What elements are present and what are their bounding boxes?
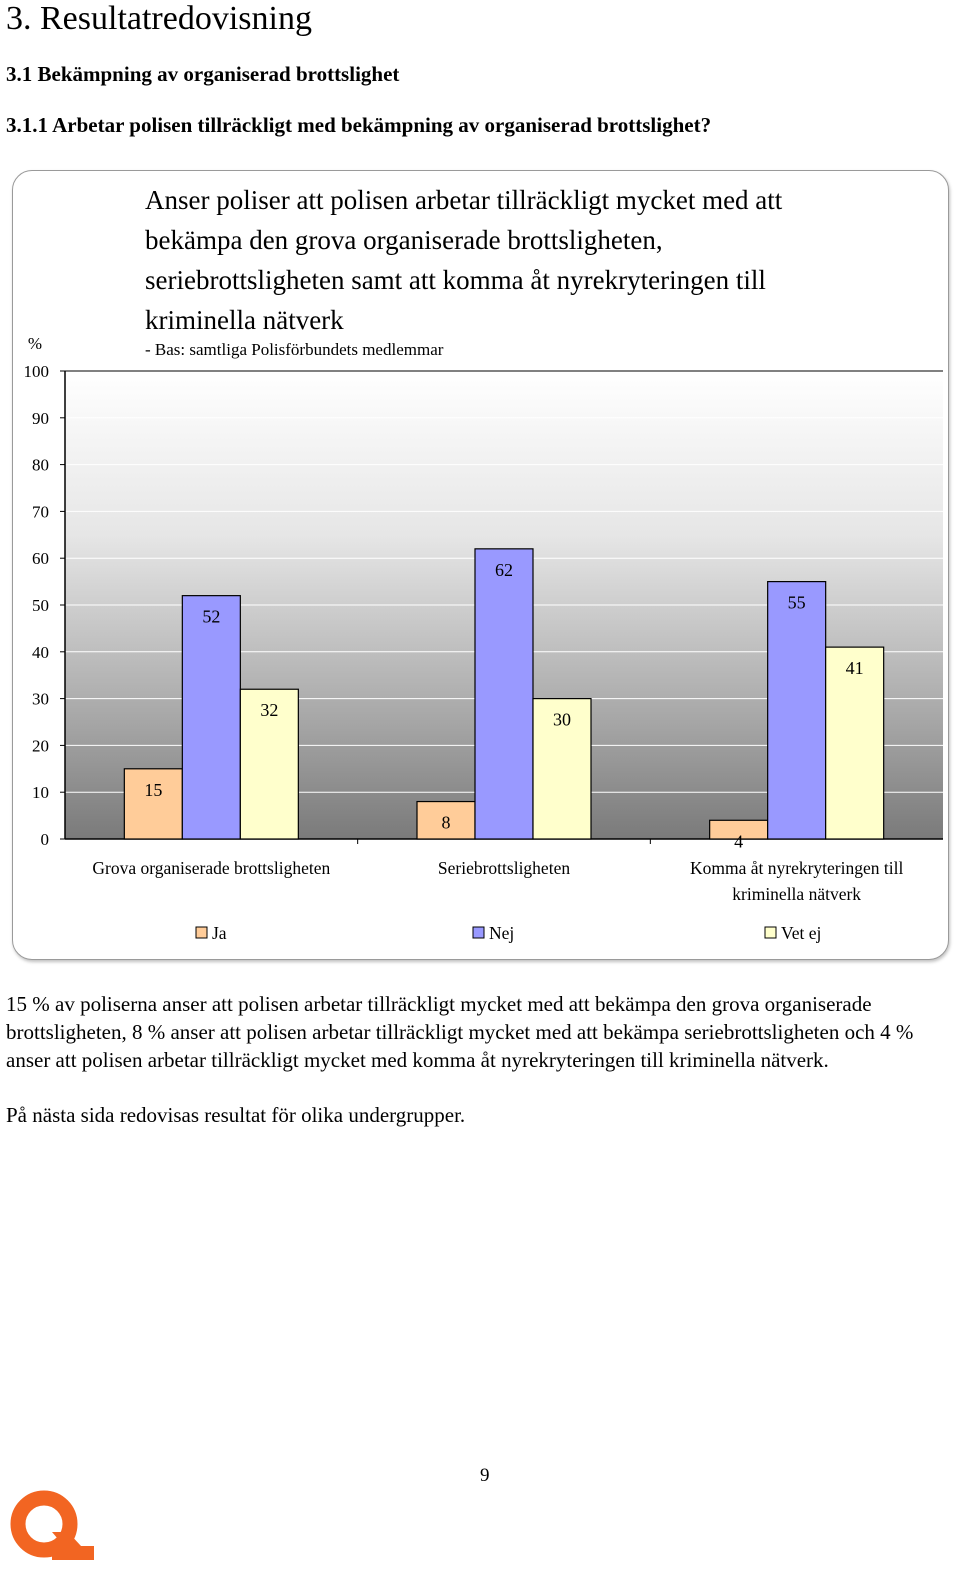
legend-swatch: [472, 926, 485, 939]
next-page-note: På nästa sida redovisas resultat för oli…: [6, 1103, 466, 1127]
bar: [825, 646, 885, 840]
bar: [239, 688, 299, 840]
legend-swatch: [764, 926, 777, 939]
heading-question: 3.1.1 Arbetar polisen tillräckligt med b…: [6, 113, 712, 137]
chart-title-line: kriminella nätverk: [145, 305, 344, 335]
heading-subsection: 3.1 Bekämpning av organiserad brottsligh…: [6, 62, 400, 86]
y-tick-label: 70: [32, 502, 49, 521]
data-label: 41: [846, 658, 864, 678]
data-label: 15: [144, 780, 162, 800]
y-tick-label: 50: [32, 596, 49, 615]
data-label: 30: [553, 710, 571, 730]
legend-label: Vet ej: [781, 923, 821, 943]
bar: [416, 800, 476, 840]
bar-chart: 0 10 20 30 40 50 60 70 80 90 100% Anser poliser att…: [24, 185, 943, 943]
y-axis-label: %: [28, 334, 42, 353]
legend-label: Nej: [489, 923, 514, 943]
chart-title-line: Anser poliser att polisen arbetar tillrä…: [145, 185, 783, 215]
chart-subtitle: - Bas: samtliga Polisförbundets medlemma…: [145, 340, 444, 359]
chart-title-line: seriebrottsligheten samt att komma åt ny…: [145, 265, 766, 295]
body-text: 15 % av poliserna anser att polisen arbe…: [6, 990, 936, 1156]
bar: [181, 595, 241, 840]
chart-frame: 0 10 20 30 40 50 60 70 80 90 100% Anser poliser att…: [12, 170, 949, 960]
legend-swatch: [195, 926, 208, 939]
company-logo-icon: [10, 1490, 94, 1560]
bar: [532, 697, 592, 840]
bar: [474, 548, 534, 840]
y-tick-label: 10: [32, 783, 49, 802]
data-label: 4: [734, 831, 743, 851]
y-tick-label: 30: [32, 690, 49, 709]
x-tick-label: Seriebrottsligheten: [438, 858, 570, 878]
x-tick-label: Komma åt nyrekryteringen till: [690, 858, 903, 878]
data-label: 8: [442, 813, 451, 833]
x-tick-label: Grova organiserade brottsligheten: [92, 858, 330, 878]
data-label: 52: [202, 607, 220, 627]
y-tick-label: 60: [32, 549, 49, 568]
chart-title-line: bekämpa den grova organiserade brottslig…: [145, 225, 663, 255]
y-tick-label: 80: [32, 456, 49, 475]
page-number: 9: [480, 1465, 490, 1486]
data-label: 32: [260, 700, 278, 720]
data-label: 55: [788, 593, 806, 613]
legend-label: Ja: [212, 923, 227, 943]
bar: [123, 768, 183, 840]
bar: [767, 581, 827, 840]
y-tick-label: 90: [32, 409, 49, 428]
data-label: 62: [495, 560, 513, 580]
y-tick-label: 0: [41, 830, 50, 849]
y-tick-label: 40: [32, 643, 49, 662]
y-tick-label: 100: [24, 362, 50, 381]
result-paragraph: 15 % av poliserna anser att polisen arbe…: [6, 992, 914, 1072]
x-tick-label: kriminella nätverk: [732, 884, 861, 904]
heading-section: 3. Resultatredovisning: [6, 0, 312, 37]
y-tick-label: 20: [32, 736, 49, 755]
